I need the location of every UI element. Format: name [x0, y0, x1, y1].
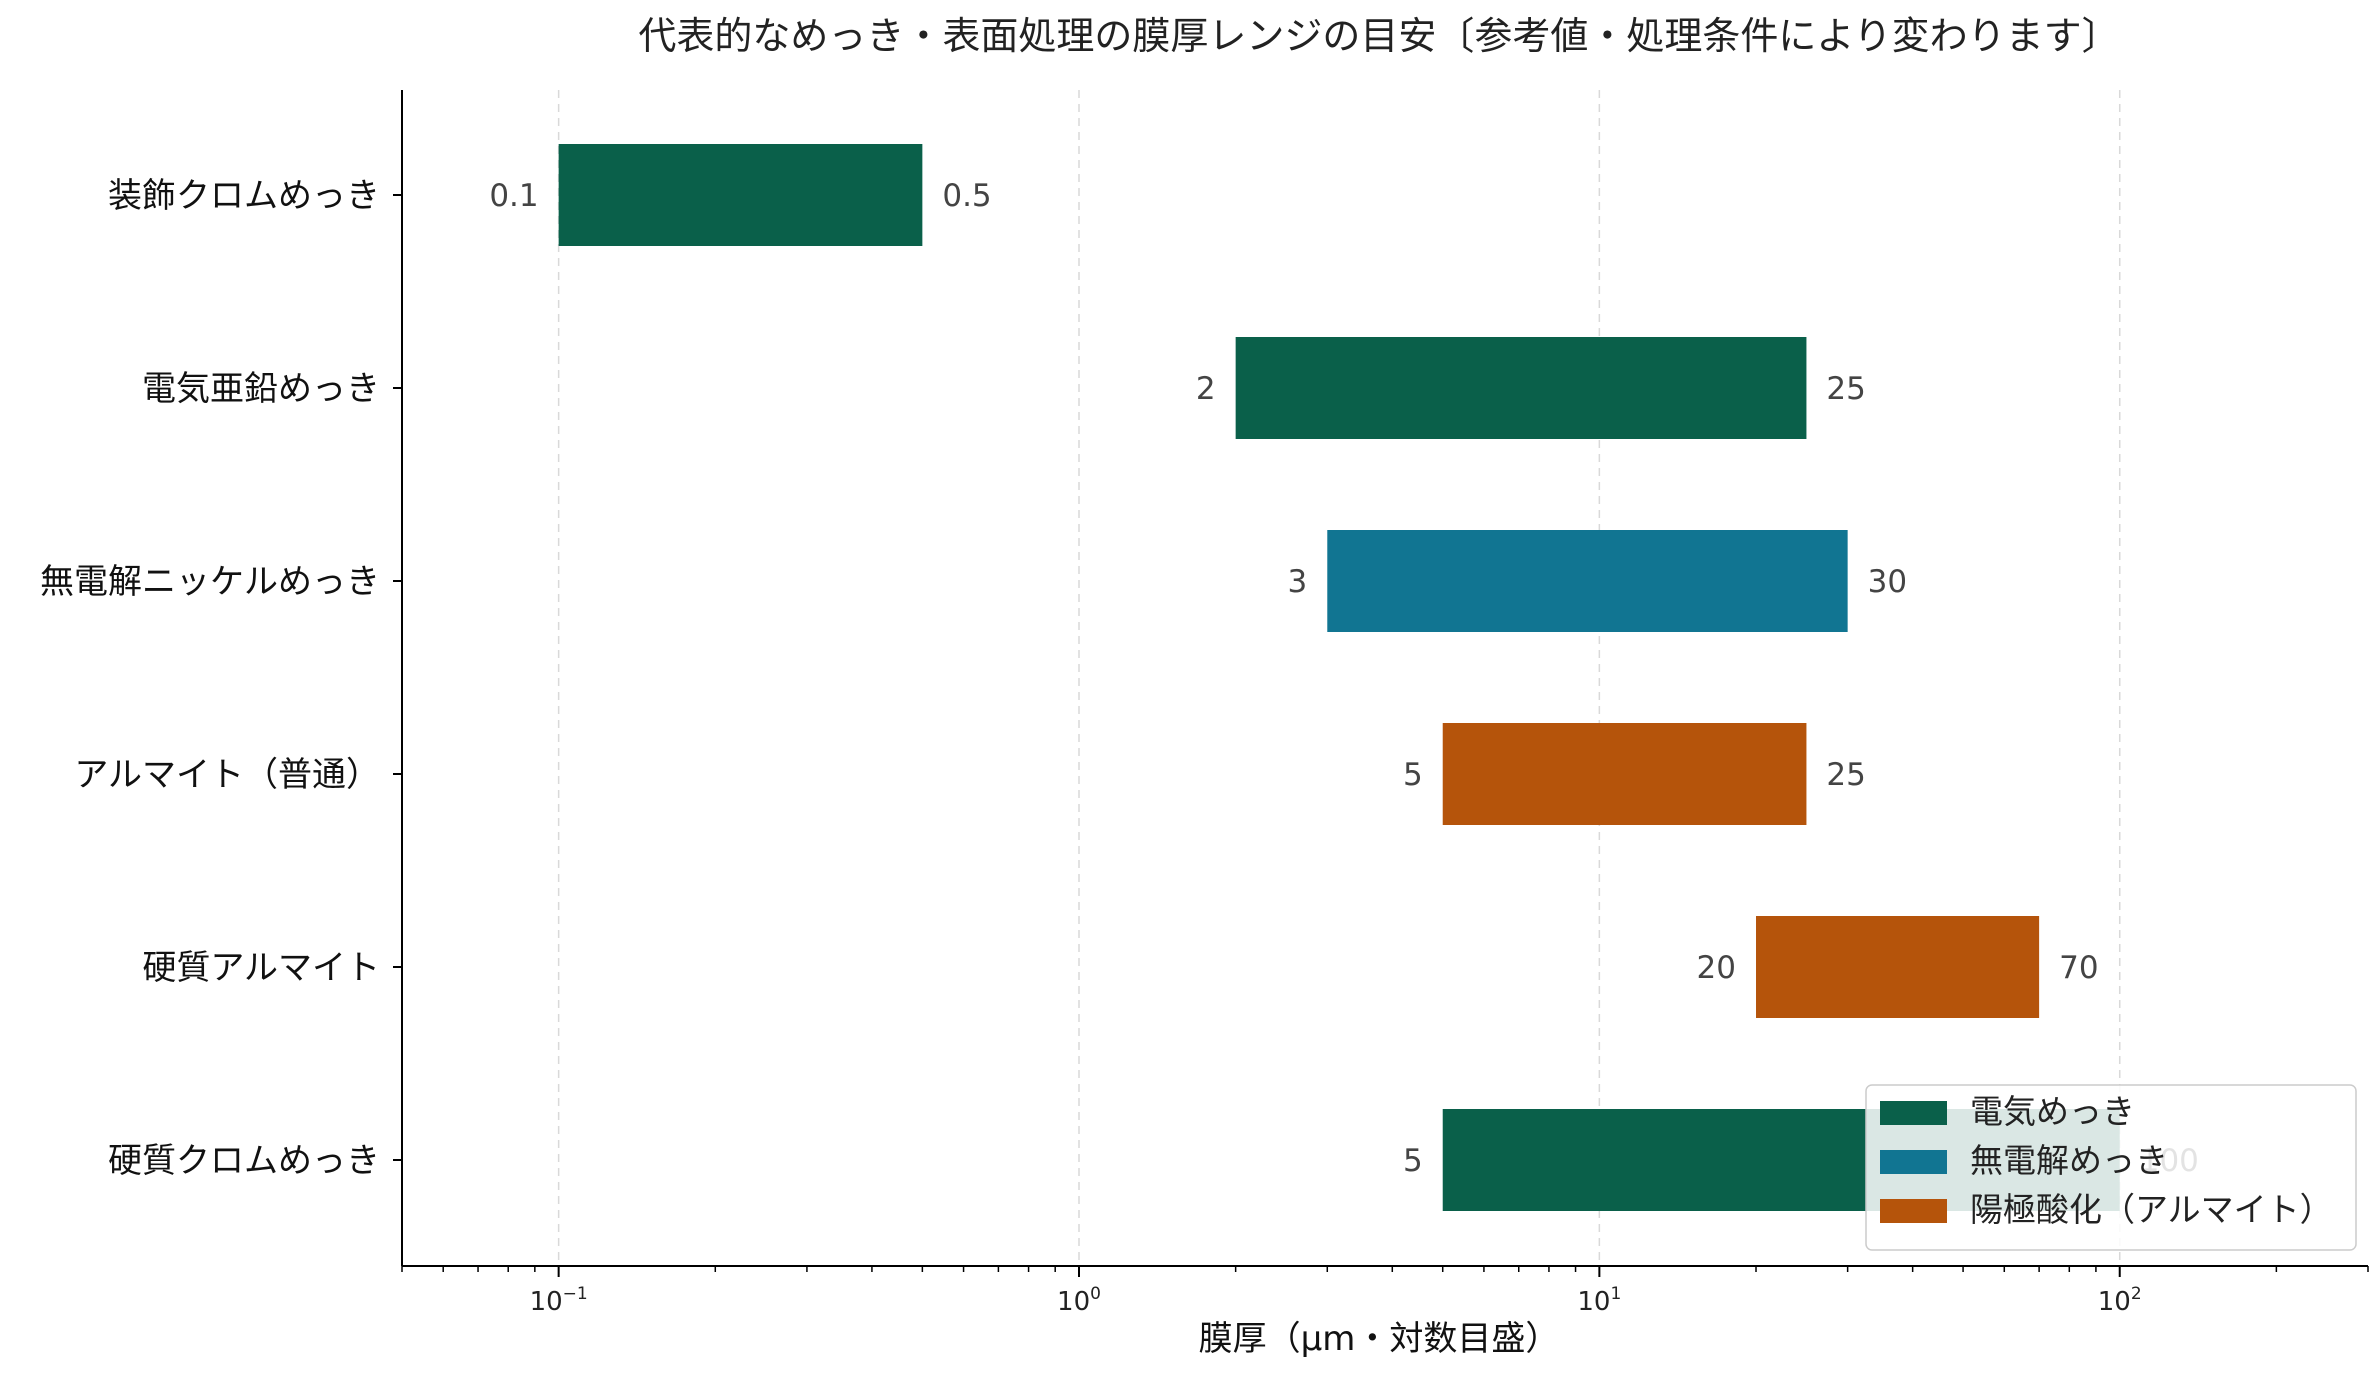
bar-min-label: 20: [1697, 950, 1736, 986]
bar-min-label: 5: [1403, 1143, 1423, 1179]
bar-max-label: 0.5: [942, 178, 991, 214]
bar: [558, 144, 923, 246]
grid-lines: [557, 90, 2121, 1266]
bar: [1756, 916, 2040, 1018]
category-label: 硬質クロムめっき: [108, 1141, 380, 1181]
legend-box: [1865, 1084, 2357, 1251]
legend-label: 電気めっき: [1970, 1092, 2135, 1131]
legend-swatch: [1880, 1199, 1947, 1223]
bar-max-label: 25: [1826, 371, 1865, 407]
bar-min-label: 3: [1288, 564, 1308, 600]
category-label: 無電解ニッケルめっき: [40, 562, 380, 602]
legend-label: 陽極酸化（アルマイト）: [1970, 1190, 2333, 1229]
bar-max-label: 70: [2059, 950, 2098, 986]
legend-swatch: [1880, 1150, 1947, 1174]
bar-min-label: 2: [1196, 371, 1216, 407]
x-tick-label: 102: [2098, 1284, 2142, 1317]
legend-swatch: [1880, 1101, 1947, 1125]
bars: 0.10.522533052520705100: [489, 144, 2199, 1211]
x-axis-title: 膜厚（µm・対数目盛）: [1199, 1319, 1560, 1359]
x-tick-label: 10−1: [530, 1284, 588, 1317]
chart-title: 代表的なめっき・表面処理の膜厚レンジの目安〔参考値・処理条件により変わります〕: [638, 14, 2119, 58]
x-tick-label: 101: [1577, 1284, 1621, 1317]
x-tick-label: 100: [1057, 1284, 1101, 1317]
bar: [1442, 723, 1807, 825]
bar: [1327, 530, 1848, 632]
bar-min-label: 5: [1403, 757, 1423, 793]
bar-max-label: 30: [1868, 564, 1907, 600]
category-label: 電気亜鉛めっき: [142, 369, 380, 409]
bar: [1235, 337, 1807, 439]
category-label: 装飾クロムめっき: [108, 176, 380, 216]
bar-max-label: 25: [1826, 757, 1865, 793]
category-label: 硬質アルマイト: [142, 948, 380, 988]
bar-min-label: 0.1: [489, 178, 538, 214]
category-label: アルマイト（普通）: [74, 755, 380, 795]
legend-label: 無電解めっき: [1970, 1141, 2168, 1180]
